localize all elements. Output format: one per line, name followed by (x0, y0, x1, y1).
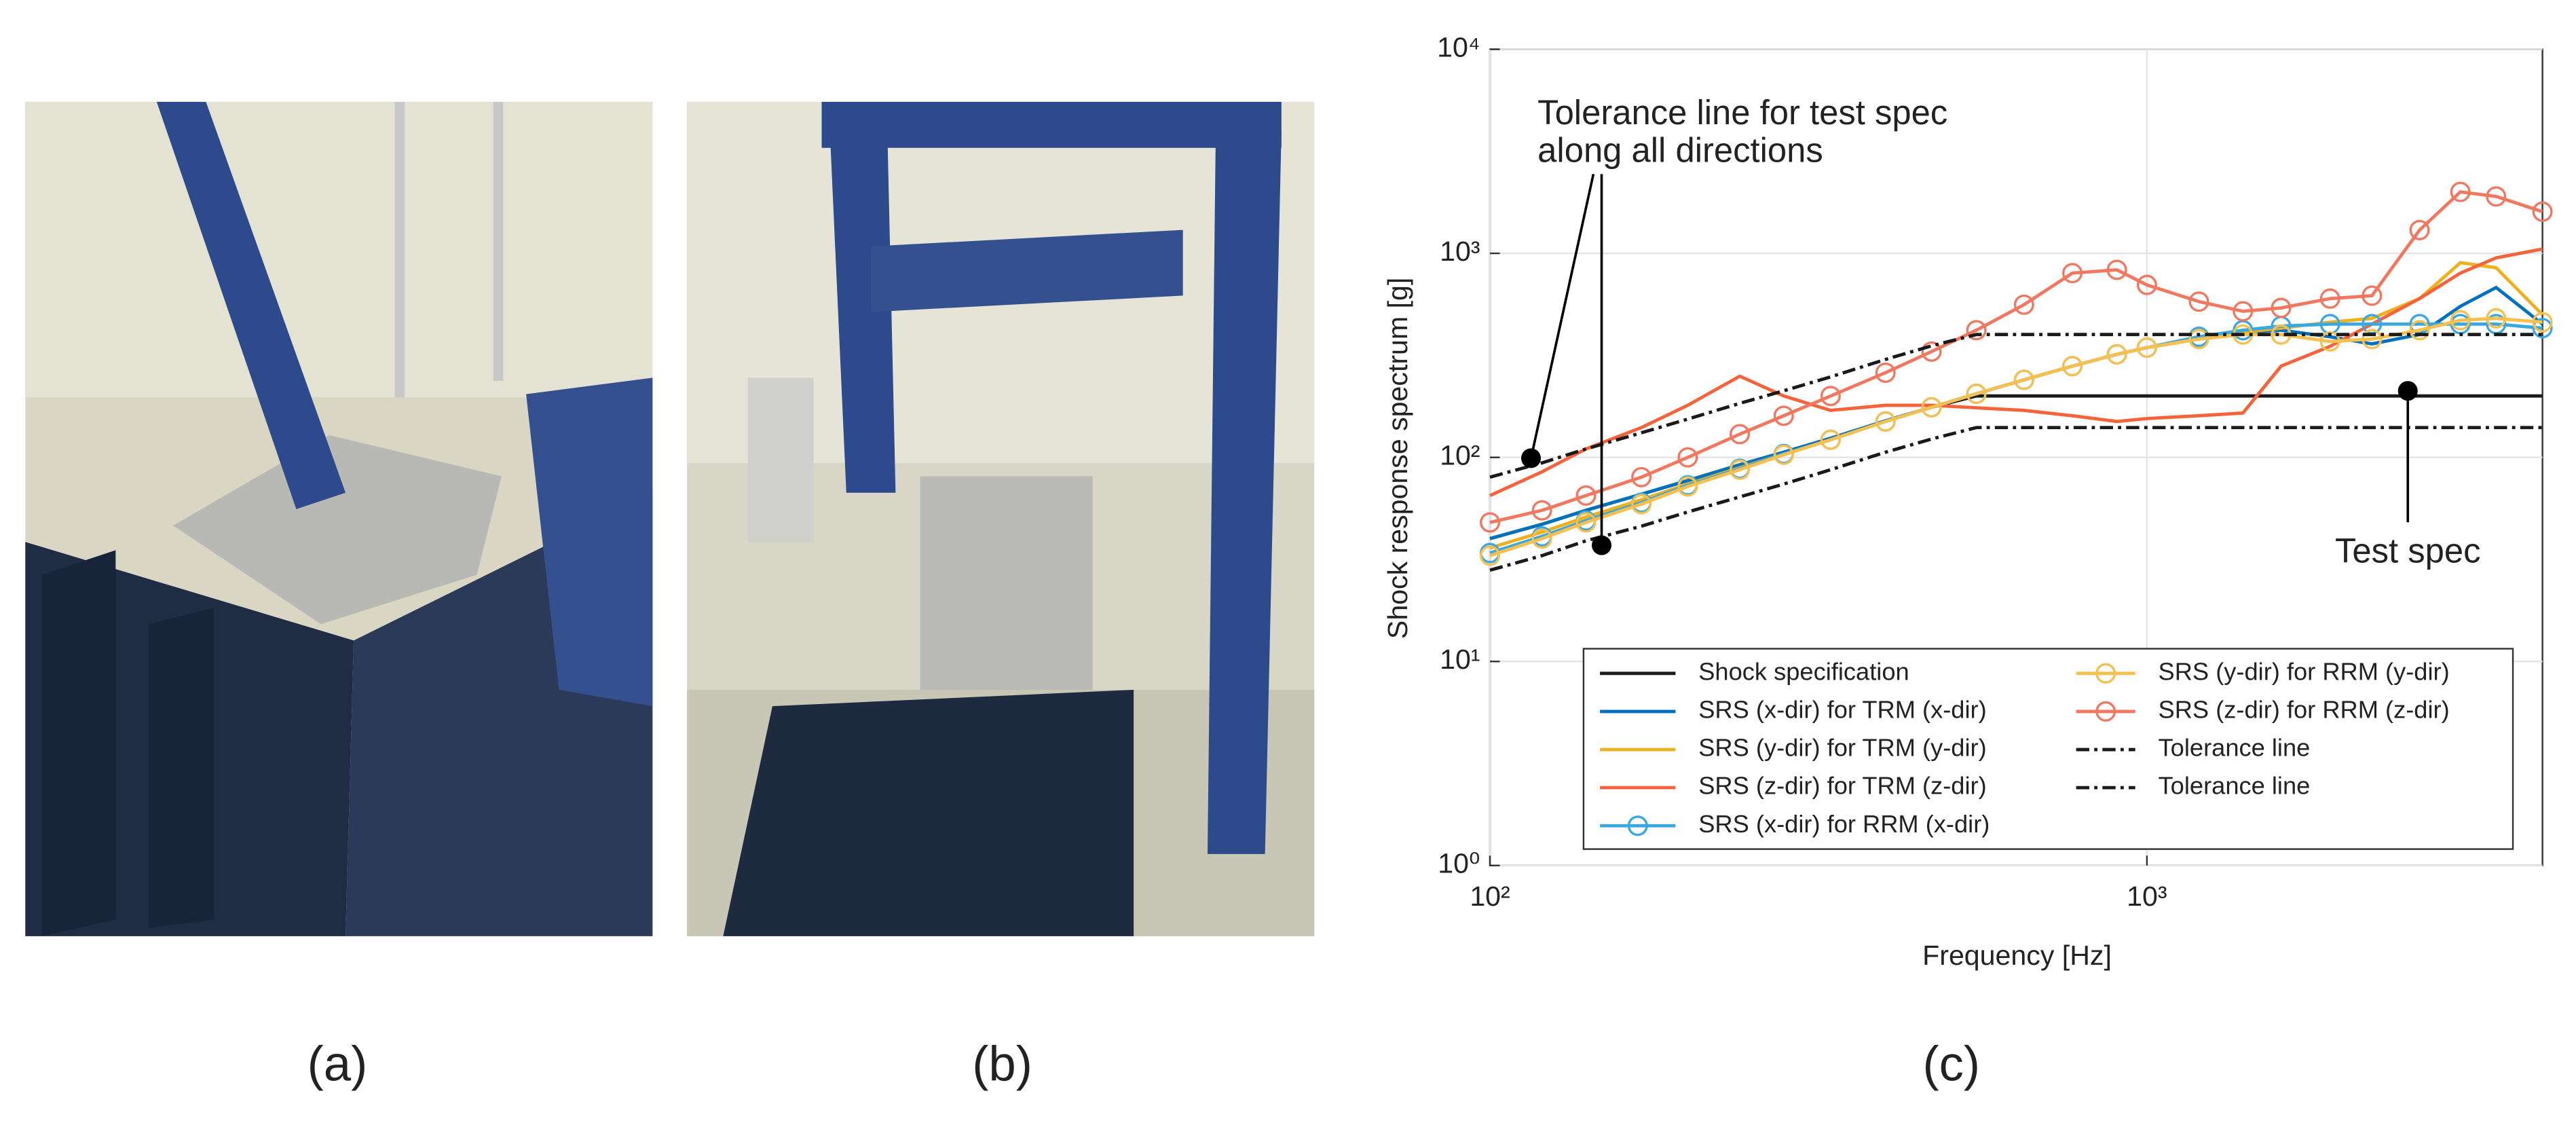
legend-label: SRS (y-dir) for RRM (y-dir) (2159, 657, 2450, 685)
marker (2233, 301, 2254, 322)
marker (2271, 297, 2292, 318)
marker (1773, 444, 1794, 465)
legend-label: Tolerance line (2159, 734, 2311, 762)
marker (1966, 383, 1987, 404)
series-line (1489, 333, 2543, 479)
legend: Shock specification SRS (x-dir) for TRM (… (1582, 648, 2514, 850)
legend-label: SRS (z-dir) for TRM (z-dir) (1698, 772, 1986, 800)
marker (1875, 411, 1896, 432)
legend-label: SRS (z-dir) for RRM (z-dir) (2159, 695, 2450, 723)
annotation-arrow (1529, 174, 1595, 459)
legend-marker (2095, 701, 2116, 722)
marker (2486, 186, 2507, 207)
marker (2362, 285, 2383, 306)
marker (2450, 181, 2471, 202)
marker (2136, 337, 2157, 358)
marker (1820, 386, 1841, 407)
legend-box (1582, 648, 2514, 850)
marker (2062, 263, 2083, 284)
marker (1921, 341, 1942, 362)
marker (2450, 310, 2471, 331)
marker (2188, 329, 2209, 350)
marker (2013, 369, 2034, 390)
legend-label: Tolerance line (2159, 772, 2311, 800)
marker (2319, 288, 2340, 309)
marker (1921, 396, 1942, 418)
marker (1966, 320, 1987, 341)
legend-label: Shock specification (1698, 657, 1909, 685)
marker (2319, 331, 2340, 352)
marker (2532, 201, 2553, 222)
legend-marker (2095, 663, 2116, 684)
marker (1631, 494, 1652, 515)
y-tick-label: 10¹ (1440, 644, 1480, 675)
marker (1480, 512, 1501, 533)
marker (2486, 308, 2507, 329)
y-tick-label: 10⁴ (1437, 31, 1480, 62)
panel-label: (b) (972, 1037, 1032, 1092)
marker (2136, 274, 2157, 295)
marker (1875, 362, 1896, 383)
marker (1480, 545, 1501, 566)
marker (1575, 512, 1597, 533)
x-axis-label: Frequency [Hz] (1922, 940, 2112, 971)
marker (2409, 320, 2430, 341)
y-tick-label: 10³ (1440, 236, 1480, 267)
marker (1730, 424, 1751, 445)
annotation-dot (2397, 381, 2418, 401)
panel-label: (c) (1922, 1037, 1980, 1092)
annotation: Tolerance line for test spec (1537, 93, 1947, 132)
panel-label: (a) (307, 1037, 368, 1092)
y-axis-label: Shock response spectrum [g] (1382, 278, 1413, 639)
annotation-dot (1520, 448, 1542, 468)
legend-label: SRS (x-dir) for TRM (x-dir) (1698, 695, 1986, 723)
legend-marker (1627, 815, 1648, 836)
marker (2188, 291, 2209, 312)
marker (2362, 329, 2383, 350)
marker (1631, 466, 1652, 487)
x-tick-label: 10³ (2127, 881, 2167, 912)
photo-b (687, 101, 1315, 936)
legend-label: SRS (y-dir) for TRM (y-dir) (1698, 734, 1986, 762)
axes: 10² 10³ 10⁰ 10¹ 10² 10³ 10⁴ (1437, 31, 2167, 912)
marker (1820, 429, 1841, 450)
annotation: Test spec (2335, 532, 2481, 570)
legend-label: SRS (x-dir) for RRM (x-dir) (1698, 810, 1990, 838)
marker (2013, 294, 2034, 315)
marker (1677, 476, 1698, 497)
y-tick-label: 10⁰ (1438, 848, 1480, 879)
marker (1773, 405, 1794, 426)
marker (2106, 259, 2127, 280)
marker (1575, 485, 1597, 506)
marker (1531, 500, 1552, 521)
marker (2106, 344, 2127, 365)
photo-a (25, 101, 653, 936)
series-line (1489, 426, 2543, 572)
marker (2062, 356, 2083, 377)
marker (1730, 459, 1751, 480)
x-tick-label: 10² (1470, 881, 1510, 912)
marker (1677, 447, 1698, 468)
marker (2532, 318, 2553, 339)
series-group (1480, 181, 2553, 572)
marker (2409, 219, 2430, 240)
annotation: along all directions (1537, 130, 1823, 169)
marker (1531, 528, 1552, 549)
annotation-dot (1592, 535, 1612, 555)
marker (2532, 312, 2553, 333)
y-tick-label: 10² (1440, 440, 1480, 471)
